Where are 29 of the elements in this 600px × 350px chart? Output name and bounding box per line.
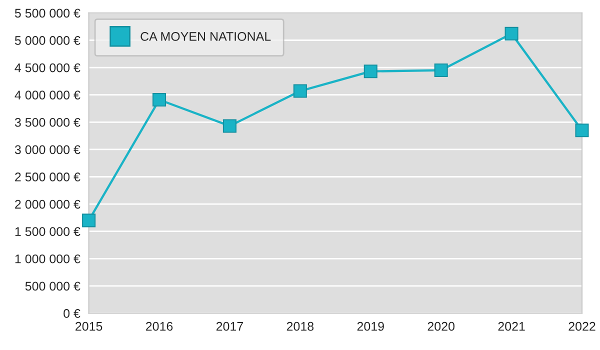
x-tick-label: 2017 (216, 322, 243, 331)
x-tick-label: 2016 (146, 322, 173, 331)
x-tick-label: 2020 (428, 322, 454, 331)
y-tick-label: 500 000 € (25, 282, 80, 291)
y-tick-label: 4 500 000 € (14, 63, 80, 72)
x-tick-label: 2015 (76, 322, 102, 331)
x-tick-label: 2021 (498, 322, 525, 331)
y-tick-label: 4 000 000 € (14, 90, 80, 100)
y-tick-label: 1 000 000 € (15, 254, 80, 264)
y-tick-label: 2 000 000 € (15, 200, 80, 209)
y-tick-label: 1 500 000 € (15, 227, 80, 236)
y-tick-label: 3 500 000 € (14, 118, 80, 127)
y-tick-label: 5 500 000 € (14, 8, 80, 18)
point (82, 214, 96, 228)
y-tick-label: 2 500 000 € (15, 172, 80, 182)
point (152, 92, 166, 107)
y-tick-label: 3 000 000 € (14, 145, 80, 154)
legend-label: CA MOYEN NATIONAL (140, 32, 271, 41)
point (504, 26, 518, 40)
x-tick-label: 2018 (286, 322, 314, 331)
x-tick-label: 2022 (568, 322, 596, 331)
x-tick-label: 2019 (357, 322, 384, 331)
point (364, 64, 378, 78)
y-tick-label: 5 000 000 € (14, 36, 80, 45)
y-tick-label: 0 € (64, 309, 80, 318)
point (575, 124, 589, 138)
point (222, 119, 236, 133)
point (293, 84, 307, 98)
point (434, 64, 448, 78)
